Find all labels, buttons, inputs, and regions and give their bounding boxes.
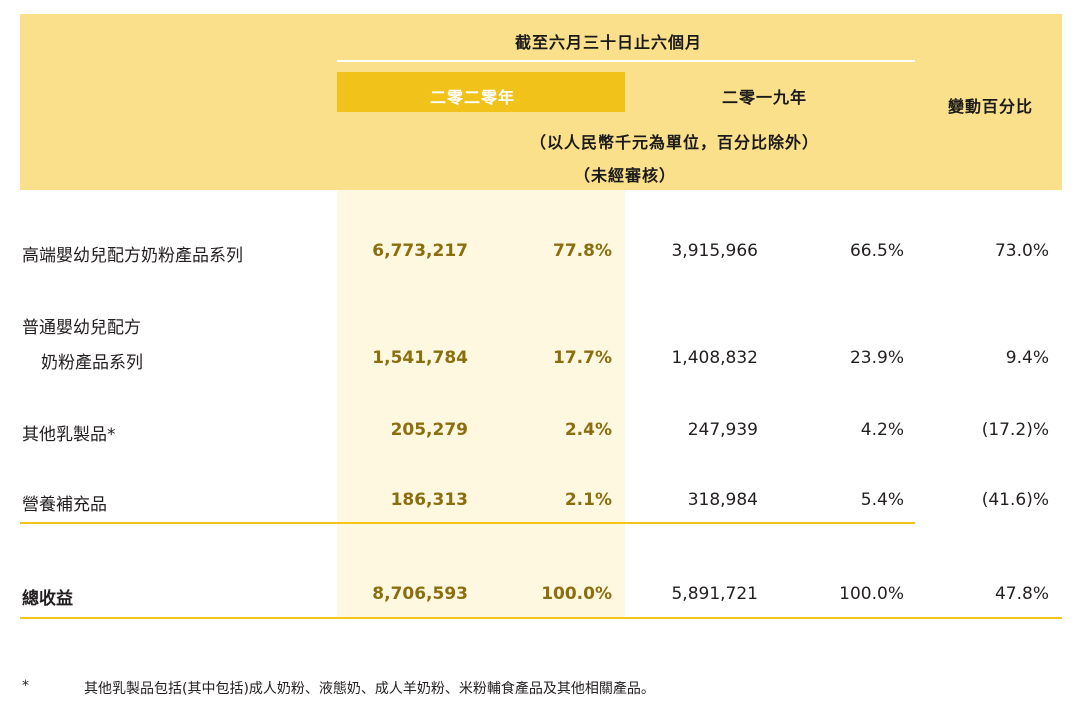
row-regular-change: 9.4% (1005, 348, 1049, 368)
total-2020-value: 8,706,593 (372, 584, 468, 604)
total-2019-pct: 100.0% (839, 584, 904, 604)
total-rule (20, 617, 1062, 619)
row-regular-2020-value: 1,541,784 (372, 348, 468, 368)
row-nutrition-2019-value: 318,984 (687, 490, 758, 510)
year-2020-heading: 二零二零年 (430, 88, 516, 107)
change-heading: 變動百分比 (948, 97, 1034, 116)
row-other-dairy-2019-pct: 4.2% (860, 420, 904, 440)
row-other-dairy-2020-value: 205,279 (390, 420, 468, 440)
total-2019-value: 5,891,721 (671, 584, 758, 604)
year-2019-heading: 二零一九年 (722, 88, 808, 107)
row-nutrition-2020-pct: 2.1% (564, 490, 612, 510)
row-premium-2020-pct: 77.8% (553, 241, 612, 261)
row-regular-2019-value: 1,408,832 (671, 348, 758, 368)
row-premium-2019-pct: 66.5% (849, 241, 904, 261)
header-divider (337, 60, 915, 62)
row-premium-change: 73.0% (994, 241, 1049, 261)
row-nutrition-2020-value: 186,313 (390, 490, 468, 510)
row-label-other-dairy: 其他乳製品* (22, 425, 116, 445)
row-nutrition-change: (41.6)% (981, 490, 1049, 510)
col-2020-header-highlight (337, 72, 625, 112)
period-heading: 截至六月三十日止六個月 (515, 33, 703, 52)
footnote-mark: * (22, 678, 29, 694)
row-premium-2020-value: 6,773,217 (372, 241, 468, 261)
row-label-premium: 高端嬰幼兒配方奶粉產品系列 (22, 246, 243, 266)
subtotal-rule (20, 522, 915, 524)
row-nutrition-2019-pct: 5.4% (860, 490, 904, 510)
row-label-regular-line1: 普通嬰幼兒配方 (22, 318, 141, 338)
row-premium-2019-value: 3,915,966 (671, 241, 758, 261)
footnote-text: 其他乳製品包括(其中包括)成人奶粉、液態奶、成人羊奶粉、米粉輔食產品及其他相關產… (84, 681, 655, 697)
row-other-dairy-change: (17.2)% (981, 420, 1049, 440)
col-2020-column-highlight (337, 190, 625, 618)
row-other-dairy-2019-value: 247,939 (687, 420, 758, 440)
total-label: 總收益 (22, 589, 73, 609)
unit-note: （以人民幣千元為單位，百分比除外） (530, 133, 820, 152)
row-regular-2020-pct: 17.7% (553, 348, 612, 368)
row-other-dairy-2020-pct: 2.4% (564, 420, 612, 440)
row-regular-2019-pct: 23.9% (849, 348, 904, 368)
total-2020-pct: 100.0% (541, 584, 612, 604)
unaudited-note: （未經審核） (574, 166, 677, 185)
row-label-nutrition: 營養補充品 (22, 495, 107, 515)
row-label-regular-line2: 奶粉產品系列 (41, 353, 143, 373)
total-change: 47.8% (994, 584, 1049, 604)
